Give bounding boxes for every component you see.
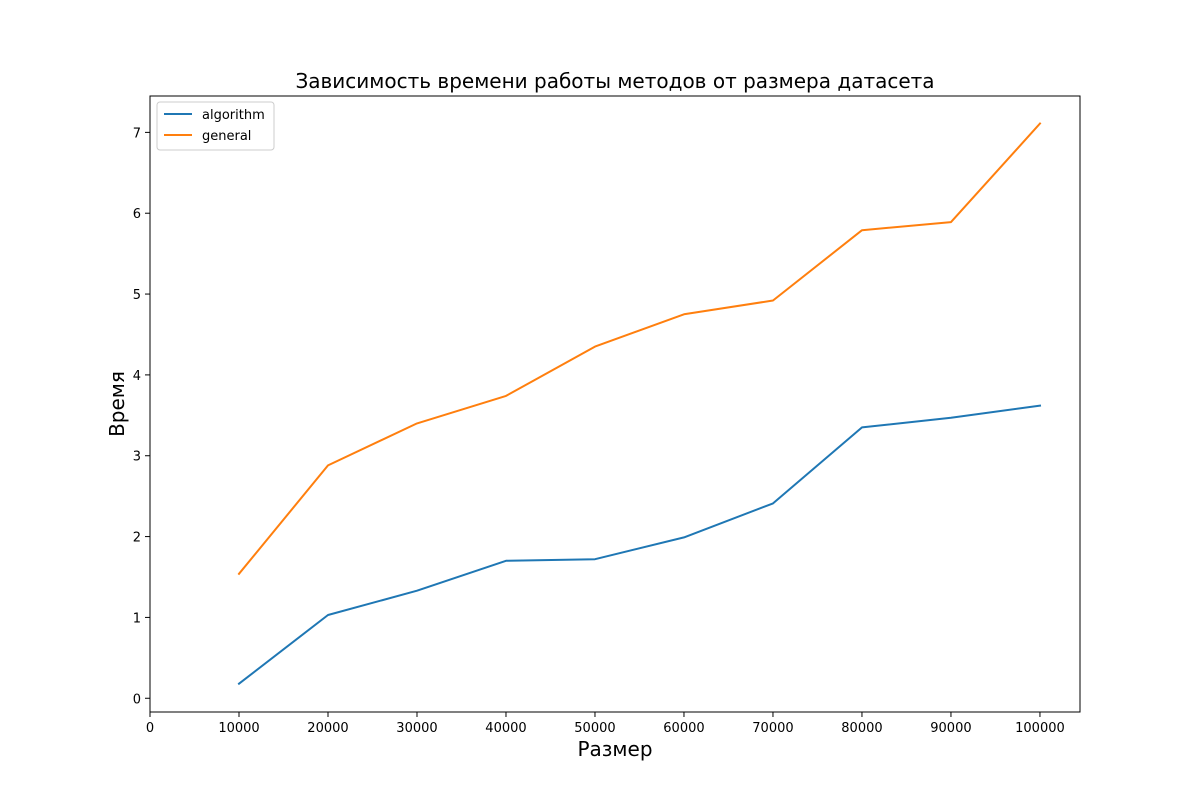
series-layer — [237, 122, 1042, 686]
y-axis: 0 1 2 3 4 5 6 7 — [133, 126, 150, 707]
y-tick-label: 7 — [133, 126, 141, 141]
y-tick-label: 6 — [133, 207, 141, 222]
series-line-algorithm — [237, 404, 1042, 686]
y-tick-label: 5 — [133, 288, 141, 303]
y-tick-label: 0 — [133, 692, 141, 707]
x-tick-label: 0 — [146, 721, 154, 736]
chart-title: Зависимость времени работы методов от ра… — [295, 69, 934, 93]
x-tick-label: 100000 — [1015, 721, 1065, 736]
x-tick-label: 40000 — [485, 721, 526, 736]
y-tick-label: 4 — [133, 369, 141, 384]
x-tick-label: 20000 — [307, 721, 348, 736]
legend: algorithm general — [156, 101, 275, 151]
legend-label-algorithm: algorithm — [202, 108, 265, 123]
x-axis: 0 10000 20000 30000 40000 50000 60000 70000 8000… — [146, 712, 1065, 736]
y-axis-label: Время — [105, 371, 129, 437]
series-line-general — [237, 122, 1042, 576]
y-tick-label: 3 — [133, 450, 141, 465]
y-tick-label: 1 — [133, 611, 141, 626]
x-tick-label: 10000 — [218, 721, 259, 736]
x-tick-label: 30000 — [396, 721, 437, 736]
x-axis-label: Размер — [577, 737, 652, 761]
legend-label-general: general — [202, 129, 251, 144]
x-tick-label: 90000 — [930, 721, 971, 736]
y-tick-label: 2 — [133, 531, 141, 546]
x-tick-label: 70000 — [752, 721, 793, 736]
axes-frame — [149, 95, 1081, 713]
x-tick-label: 60000 — [663, 721, 704, 736]
x-tick-label: 50000 — [574, 721, 615, 736]
x-tick-label: 80000 — [841, 721, 882, 736]
